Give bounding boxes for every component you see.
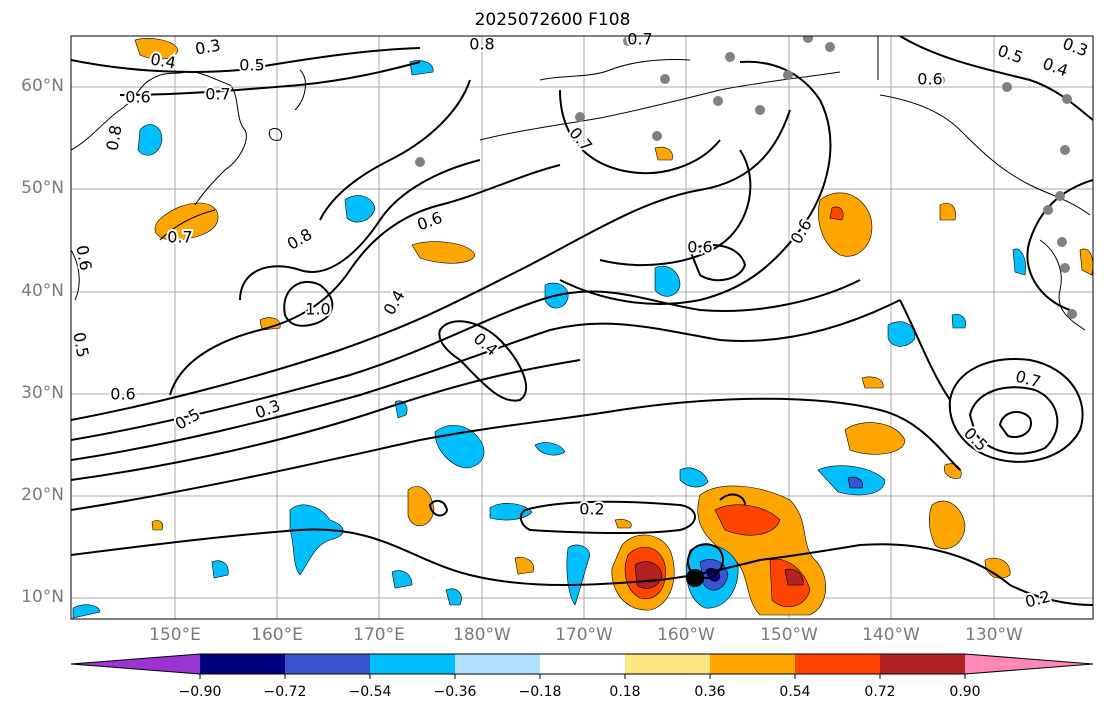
contour-label: 0.6	[125, 88, 150, 107]
contour-label: 0.6	[110, 385, 135, 404]
colorbar-segment	[540, 654, 625, 674]
colorbar-label: −0.36	[433, 684, 477, 700]
lon-label: 150°W	[760, 625, 818, 645]
storm-center-marker	[686, 569, 704, 587]
contour-label: 0.7	[167, 228, 192, 247]
lon-label: 150°E	[149, 625, 201, 645]
colorbar-label: 0.72	[864, 684, 896, 700]
lat-label: 40°N	[21, 281, 64, 301]
lat-label: 50°N	[21, 178, 64, 198]
colorbar-label: −0.18	[518, 684, 562, 700]
lon-label: 170°E	[353, 625, 405, 645]
lon-label: 170°W	[555, 625, 613, 645]
colorbar-label: 0.36	[694, 684, 726, 700]
lon-label: 180°W	[453, 625, 511, 645]
plot-frame	[70, 35, 1094, 620]
colorbar-segment	[880, 654, 965, 674]
lon-label: 140°W	[862, 625, 920, 645]
colorbar-high-extension	[965, 654, 1093, 674]
colorbar-segment	[200, 654, 285, 674]
colorbar-label: −0.54	[348, 684, 392, 700]
contour-label: 0.8	[469, 35, 494, 54]
station-markers	[415, 36, 1077, 319]
lon-label: 160°W	[657, 625, 715, 645]
colorbar-label: 0.54	[779, 684, 811, 700]
lat-label: 20°N	[21, 485, 64, 505]
contour-label: 0.2	[579, 500, 604, 519]
contour-label: 1.0	[305, 300, 330, 319]
lat-label: 10°N	[21, 587, 64, 607]
colorbar-segment	[370, 654, 455, 674]
colorbar-label: 0.90	[949, 684, 981, 700]
plot-area	[71, 36, 1093, 619]
colorbar-segment	[455, 654, 540, 674]
colorbar-low-extension	[71, 654, 200, 674]
colorbar	[70, 653, 1094, 679]
colorbar-segment	[710, 654, 795, 674]
lon-label: 160°E	[251, 625, 303, 645]
colorbar-label: 0.18	[609, 684, 641, 700]
colorbar-segment	[795, 654, 880, 674]
contour-label: 0.6	[917, 70, 942, 89]
lat-label: 30°N	[21, 383, 64, 403]
colorbar-segment	[285, 654, 370, 674]
contour-lines	[71, 36, 1093, 606]
contour-label: 0.5	[239, 56, 264, 75]
plot-title: 2025072600 F108	[474, 10, 631, 30]
colorbar-segment	[625, 654, 710, 674]
lat-label: 60°N	[21, 76, 64, 96]
contour-label: 0.6	[687, 238, 712, 257]
contour-label: 0.7	[627, 30, 652, 49]
lon-label: 130°W	[965, 625, 1023, 645]
colorbar-label: −0.90	[178, 684, 222, 700]
colorbar-label: −0.72	[263, 684, 307, 700]
contour-label: 0.7	[205, 85, 230, 104]
